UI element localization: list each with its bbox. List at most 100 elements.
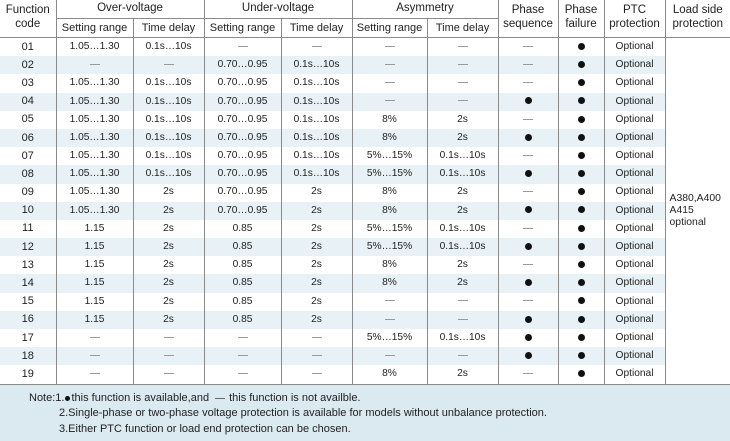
not-available-dash-icon bbox=[523, 373, 534, 375]
cell-phase-sequence bbox=[498, 183, 559, 202]
cell-ov-setting-range: 1.15 bbox=[56, 238, 134, 257]
cell-phase-sequence bbox=[498, 201, 559, 220]
cell-phase-failure bbox=[558, 256, 605, 275]
cell-ov-setting-range bbox=[56, 347, 134, 366]
header-uv-time-delay: Time delay bbox=[281, 18, 353, 38]
cell-ptc-protection: Optional bbox=[604, 365, 666, 384]
table-row: 03 1.05…1.30 0.1s…10s 0.70…0.95 0.1s…10s Opti… bbox=[0, 74, 730, 93]
available-dot-icon bbox=[577, 351, 585, 359]
cell-phase-sequence bbox=[498, 310, 559, 329]
not-available-dash-icon bbox=[311, 45, 322, 47]
not-available-dash-icon bbox=[237, 354, 248, 356]
available-dot-icon bbox=[577, 206, 585, 214]
cell-phase-failure bbox=[558, 92, 605, 111]
cell-ov-time-delay: 0.1s…10s bbox=[133, 110, 205, 129]
cell-ov-time-delay: 2s bbox=[133, 183, 205, 202]
cell-as-time-delay: 2s bbox=[427, 201, 499, 220]
cell-uv-time-delay: 2s bbox=[281, 183, 353, 202]
cell-uv-setting-range: 0.70…0.95 bbox=[204, 56, 282, 75]
cell-as-setting-range: 5%…15% bbox=[352, 219, 428, 239]
header-function-code: Function code bbox=[0, 0, 57, 38]
cell-ov-time-delay: 2s bbox=[133, 256, 205, 275]
table-row: 18 Optional bbox=[0, 347, 730, 366]
cell-phase-sequence bbox=[498, 128, 559, 148]
cell-function-code: 15 bbox=[0, 292, 57, 311]
cell-uv-time-delay: 2s bbox=[281, 274, 353, 293]
cell-ov-setting-range: 1.05…1.30 bbox=[56, 183, 134, 202]
table-row: 02 0.70…0.95 0.1s…10s Optional bbox=[0, 56, 730, 75]
cell-uv-setting-range bbox=[204, 347, 282, 366]
cell-phase-sequence bbox=[498, 165, 559, 184]
table-row: 01 1.05…1.30 0.1s…10s Optional A380,A400 A41… bbox=[0, 37, 730, 384]
not-available-dash-icon bbox=[384, 318, 395, 320]
cell-phase-failure bbox=[558, 274, 605, 293]
cell-uv-setting-range: 0.85 bbox=[204, 219, 282, 239]
not-available-dash-icon bbox=[237, 373, 248, 375]
available-dot-icon bbox=[524, 315, 532, 323]
cell-ov-time-delay bbox=[133, 365, 205, 384]
cell-ov-setting-range bbox=[56, 329, 134, 348]
cell-as-time-delay: 2s bbox=[427, 183, 499, 202]
cell-function-code: 13 bbox=[0, 256, 57, 275]
cell-ptc-protection: Optional bbox=[604, 201, 666, 220]
cell-as-setting-range bbox=[352, 347, 428, 366]
cell-as-time-delay: 2s bbox=[427, 110, 499, 129]
cell-as-time-delay: 0.1s…10s bbox=[427, 147, 499, 166]
cell-uv-time-delay bbox=[281, 329, 353, 348]
cell-phase-sequence bbox=[498, 347, 559, 366]
not-available-dash-icon bbox=[89, 354, 100, 356]
cell-ov-time-delay: 2s bbox=[133, 292, 205, 311]
cell-uv-setting-range bbox=[204, 365, 282, 384]
header-phase-failure: Phase failure bbox=[558, 0, 605, 38]
not-available-dash-icon bbox=[89, 336, 100, 338]
available-dot-icon bbox=[65, 395, 71, 401]
cell-phase-sequence bbox=[498, 92, 559, 111]
cell-ov-setting-range bbox=[56, 365, 134, 384]
cell-ptc-protection: Optional bbox=[604, 219, 666, 239]
available-dot-icon bbox=[524, 97, 532, 105]
cell-ov-time-delay: 2s bbox=[133, 274, 205, 293]
cell-ptc-protection: Optional bbox=[604, 92, 666, 111]
cell-ptc-protection: Optional bbox=[604, 183, 666, 202]
cell-function-code: 01 bbox=[0, 37, 57, 57]
cell-ptc-protection: Optional bbox=[604, 238, 666, 257]
not-available-dash-icon bbox=[523, 45, 534, 47]
cell-uv-time-delay: 0.1s…10s bbox=[281, 128, 353, 148]
not-available-dash-icon bbox=[457, 82, 468, 84]
header-asymmetry: Asymmetry bbox=[352, 0, 499, 19]
header-over-voltage: Over-voltage bbox=[56, 0, 205, 19]
cell-phase-failure bbox=[558, 329, 605, 348]
cell-ov-setting-range: 1.05…1.30 bbox=[56, 110, 134, 129]
cell-ov-setting-range: 1.05…1.30 bbox=[56, 37, 134, 57]
cell-as-setting-range: 5%…15% bbox=[352, 165, 428, 184]
available-dot-icon bbox=[524, 242, 532, 250]
cell-phase-sequence bbox=[498, 56, 559, 75]
cell-function-code: 12 bbox=[0, 238, 57, 257]
not-available-dash-icon bbox=[457, 45, 468, 47]
table-row: 11 1.15 2s 0.85 2s 5%…15% 0.1s…10s Optional bbox=[0, 219, 730, 239]
cell-uv-time-delay: 2s bbox=[281, 201, 353, 220]
not-available-dash-icon bbox=[311, 336, 322, 338]
not-available-dash-icon bbox=[163, 63, 174, 65]
table-row: 12 1.15 2s 0.85 2s 5%…15% 0.1s…10s Optional bbox=[0, 238, 730, 257]
cell-phase-failure bbox=[558, 238, 605, 257]
cell-ov-time-delay: 0.1s…10s bbox=[133, 74, 205, 93]
cell-phase-sequence bbox=[498, 74, 559, 93]
cell-ptc-protection: Optional bbox=[604, 256, 666, 275]
not-available-dash-icon bbox=[311, 373, 322, 375]
cell-phase-sequence bbox=[498, 110, 559, 129]
cell-ptc-protection: Optional bbox=[604, 292, 666, 311]
cell-ptc-protection: Optional bbox=[604, 347, 666, 366]
cell-as-setting-range: 5%…15% bbox=[352, 329, 428, 348]
cell-ptc-protection: Optional bbox=[604, 310, 666, 329]
cell-ov-setting-range: 1.15 bbox=[56, 274, 134, 293]
table-body: 01 1.05…1.30 0.1s…10s Optional A380,A400 A41… bbox=[0, 37, 730, 384]
cell-as-time-delay: 2s bbox=[427, 365, 499, 384]
not-available-dash-icon bbox=[523, 300, 534, 302]
note-1-number: 1. bbox=[55, 392, 65, 404]
cell-phase-sequence bbox=[498, 274, 559, 293]
cell-ov-time-delay: 0.1s…10s bbox=[133, 147, 205, 166]
table-row: 07 1.05…1.30 0.1s…10s 0.70…0.95 0.1s…10s 5%…1… bbox=[0, 147, 730, 166]
cell-phase-failure bbox=[558, 365, 605, 384]
cell-phase-failure bbox=[558, 347, 605, 366]
